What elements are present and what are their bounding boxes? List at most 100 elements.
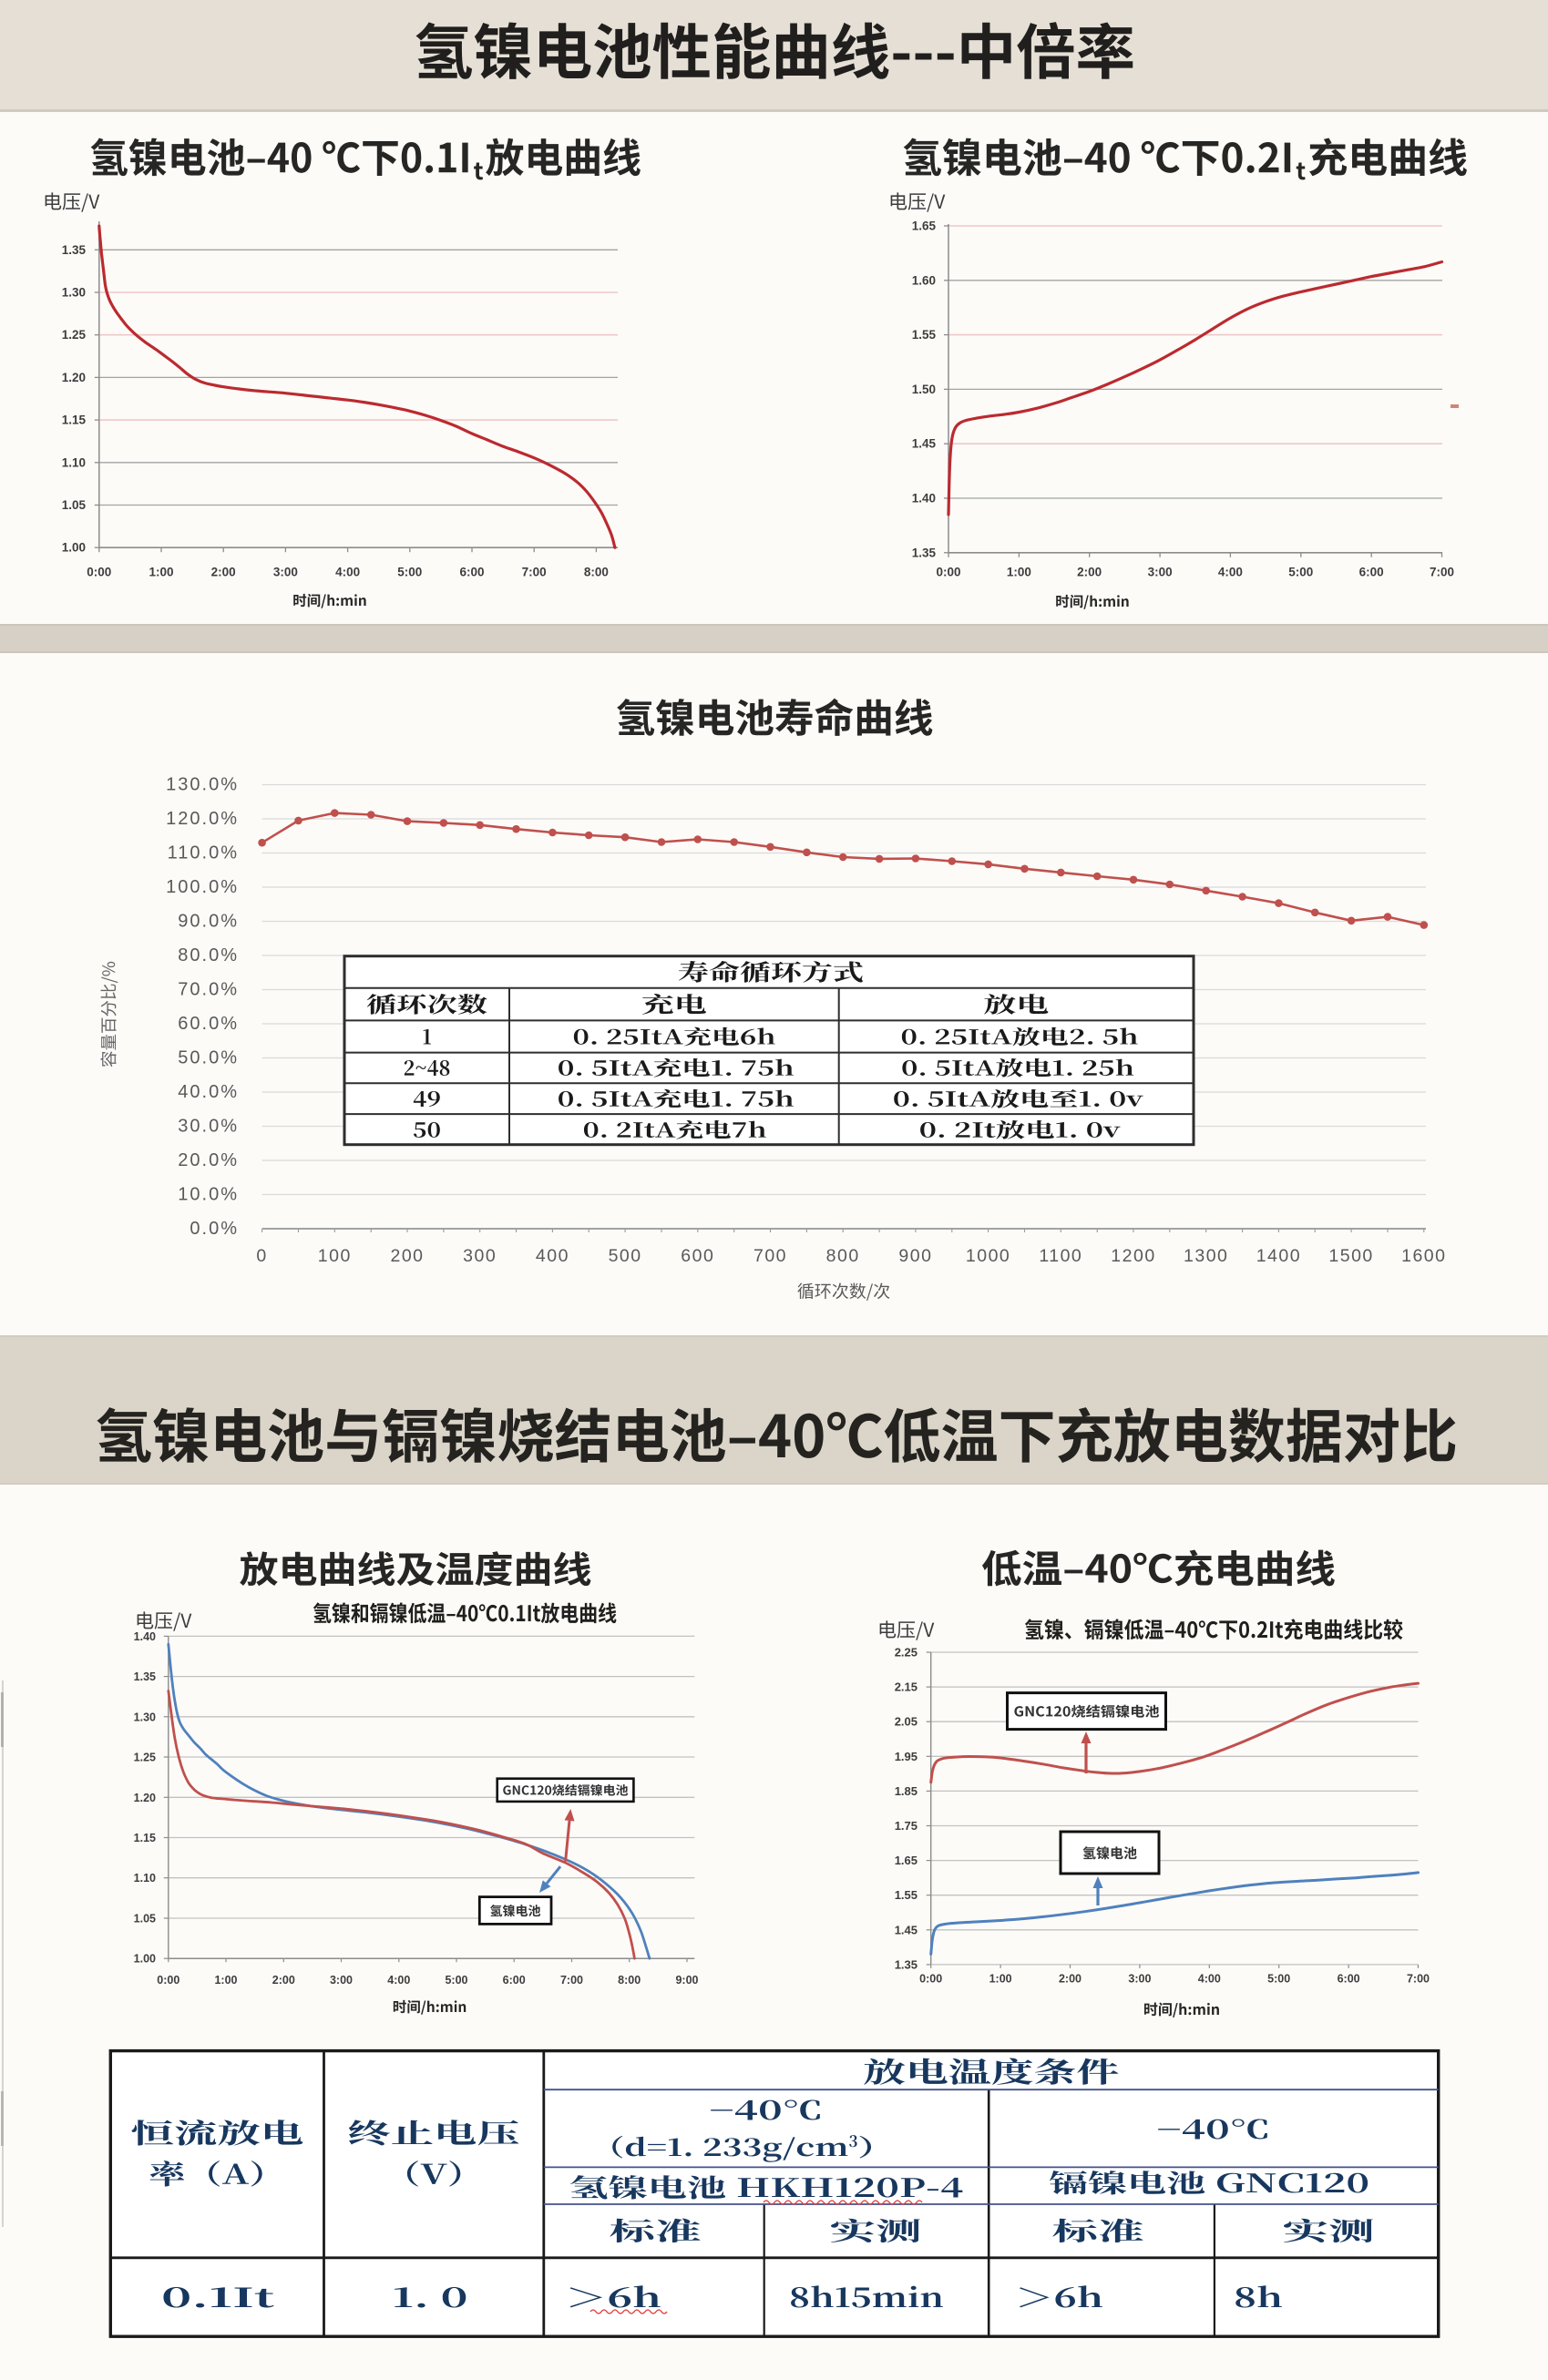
svg-text:1600: 1600 bbox=[1401, 1246, 1446, 1266]
svg-text:3:00: 3:00 bbox=[273, 566, 298, 579]
svg-text:110.0%: 110.0% bbox=[168, 843, 239, 863]
svg-text:1.35: 1.35 bbox=[134, 1670, 156, 1683]
svg-text:1.45: 1.45 bbox=[895, 1923, 918, 1936]
svg-text:1.55: 1.55 bbox=[895, 1888, 918, 1902]
svg-text:7:00: 7:00 bbox=[1430, 566, 1454, 579]
svg-text:1.10: 1.10 bbox=[62, 455, 86, 469]
svg-text:6:00: 6:00 bbox=[1359, 566, 1384, 579]
svg-text:3:00: 3:00 bbox=[1128, 1973, 1151, 1986]
svg-text:20.0%: 20.0% bbox=[178, 1150, 239, 1170]
svg-text:2:00: 2:00 bbox=[1059, 1973, 1082, 1986]
svg-text:1.60: 1.60 bbox=[912, 273, 936, 287]
svg-text:2:00: 2:00 bbox=[272, 1974, 295, 1987]
svg-text:4:00: 4:00 bbox=[1218, 566, 1243, 579]
svg-text:7:00: 7:00 bbox=[560, 1974, 583, 1987]
svg-text:100.0%: 100.0% bbox=[166, 877, 239, 897]
svg-text:500: 500 bbox=[609, 1246, 642, 1266]
svg-text:60.0%: 60.0% bbox=[178, 1014, 239, 1034]
svg-text:120.0%: 120.0% bbox=[166, 809, 239, 829]
svg-text:1.05: 1.05 bbox=[134, 1913, 156, 1925]
svg-text:130.0%: 130.0% bbox=[166, 775, 239, 795]
svg-text:5:00: 5:00 bbox=[1288, 566, 1313, 579]
svg-text:3:00: 3:00 bbox=[330, 1974, 353, 1987]
svg-text:6:00: 6:00 bbox=[503, 1974, 526, 1987]
svg-text:5:00: 5:00 bbox=[1267, 1973, 1290, 1986]
svg-text:1.35: 1.35 bbox=[62, 243, 87, 257]
svg-text:8:00: 8:00 bbox=[584, 566, 609, 579]
svg-text:7:00: 7:00 bbox=[522, 566, 547, 579]
svg-text:1:00: 1:00 bbox=[989, 1973, 1012, 1986]
svg-text:0: 0 bbox=[256, 1246, 267, 1266]
svg-text:1.50: 1.50 bbox=[912, 383, 936, 396]
svg-text:1.45: 1.45 bbox=[912, 437, 937, 451]
svg-text:1.05: 1.05 bbox=[62, 498, 87, 512]
svg-text:2.05: 2.05 bbox=[895, 1715, 918, 1729]
svg-text:100: 100 bbox=[318, 1246, 352, 1266]
svg-text:1:00: 1:00 bbox=[1007, 566, 1031, 579]
svg-text:9:00: 9:00 bbox=[675, 1974, 698, 1987]
svg-text:1:00: 1:00 bbox=[149, 566, 173, 579]
svg-text:1.40: 1.40 bbox=[912, 492, 936, 506]
svg-text:4:00: 4:00 bbox=[335, 566, 360, 579]
svg-text:5:00: 5:00 bbox=[445, 1974, 467, 1987]
svg-text:1.30: 1.30 bbox=[62, 286, 86, 300]
svg-text:1.35: 1.35 bbox=[895, 1957, 918, 1971]
svg-text:80.0%: 80.0% bbox=[178, 945, 239, 965]
svg-text:1200: 1200 bbox=[1111, 1246, 1155, 1266]
svg-text:0:00: 0:00 bbox=[936, 566, 960, 579]
svg-text:1.55: 1.55 bbox=[912, 328, 937, 342]
svg-text:1.15: 1.15 bbox=[134, 1832, 156, 1844]
svg-text:2:00: 2:00 bbox=[211, 566, 236, 579]
svg-text:1:00: 1:00 bbox=[214, 1974, 237, 1987]
svg-text:1.65: 1.65 bbox=[895, 1854, 918, 1867]
svg-text:1.40: 1.40 bbox=[134, 1630, 156, 1643]
svg-text:600: 600 bbox=[681, 1246, 714, 1266]
svg-text:1.65: 1.65 bbox=[912, 220, 937, 233]
svg-text:1000: 1000 bbox=[966, 1246, 1010, 1266]
svg-text:1.75: 1.75 bbox=[895, 1819, 918, 1833]
svg-text:0:00: 0:00 bbox=[87, 566, 111, 579]
svg-text:0:00: 0:00 bbox=[157, 1974, 179, 1987]
svg-text:2.15: 2.15 bbox=[895, 1680, 918, 1694]
svg-text:1.20: 1.20 bbox=[62, 371, 86, 384]
svg-text:4:00: 4:00 bbox=[387, 1974, 410, 1987]
svg-text:1.95: 1.95 bbox=[895, 1750, 918, 1763]
svg-text:6:00: 6:00 bbox=[459, 566, 484, 579]
svg-text:90.0%: 90.0% bbox=[178, 912, 239, 932]
svg-text:1.25: 1.25 bbox=[62, 328, 87, 342]
svg-text:1.25: 1.25 bbox=[134, 1752, 156, 1764]
svg-text:300: 300 bbox=[463, 1246, 497, 1266]
svg-text:200: 200 bbox=[390, 1246, 424, 1266]
svg-text:5:00: 5:00 bbox=[397, 566, 422, 579]
svg-text:1400: 1400 bbox=[1256, 1246, 1301, 1266]
svg-text:1.00: 1.00 bbox=[134, 1953, 156, 1966]
svg-text:70.0%: 70.0% bbox=[178, 980, 239, 1000]
svg-text:0.0%: 0.0% bbox=[190, 1219, 239, 1239]
svg-text:3:00: 3:00 bbox=[1148, 566, 1173, 579]
svg-text:7:00: 7:00 bbox=[1407, 1973, 1430, 1986]
svg-text:2.25: 2.25 bbox=[895, 1646, 918, 1660]
svg-text:6:00: 6:00 bbox=[1338, 1973, 1360, 1986]
svg-text:1100: 1100 bbox=[1039, 1246, 1082, 1266]
svg-text:30.0%: 30.0% bbox=[178, 1117, 239, 1137]
svg-text:900: 900 bbox=[898, 1246, 932, 1266]
svg-text:4:00: 4:00 bbox=[1198, 1973, 1221, 1986]
svg-text:1.85: 1.85 bbox=[895, 1784, 918, 1798]
svg-text:1300: 1300 bbox=[1184, 1246, 1228, 1266]
svg-text:1.00: 1.00 bbox=[62, 541, 86, 555]
svg-text:40.0%: 40.0% bbox=[178, 1082, 239, 1102]
svg-text:10.0%: 10.0% bbox=[178, 1185, 239, 1205]
svg-text:1.30: 1.30 bbox=[134, 1711, 156, 1723]
svg-text:1.20: 1.20 bbox=[134, 1792, 156, 1804]
svg-text:8:00: 8:00 bbox=[618, 1974, 641, 1987]
svg-text:1.35: 1.35 bbox=[912, 546, 937, 559]
svg-text:2:00: 2:00 bbox=[1077, 566, 1102, 579]
svg-text:800: 800 bbox=[826, 1246, 860, 1266]
svg-text:700: 700 bbox=[753, 1246, 787, 1266]
svg-text:0:00: 0:00 bbox=[919, 1973, 942, 1986]
svg-text:50.0%: 50.0% bbox=[178, 1048, 239, 1068]
svg-text:1.15: 1.15 bbox=[62, 414, 87, 427]
svg-text:400: 400 bbox=[536, 1246, 569, 1266]
svg-text:1.10: 1.10 bbox=[134, 1872, 156, 1885]
svg-text:1500: 1500 bbox=[1328, 1246, 1373, 1266]
